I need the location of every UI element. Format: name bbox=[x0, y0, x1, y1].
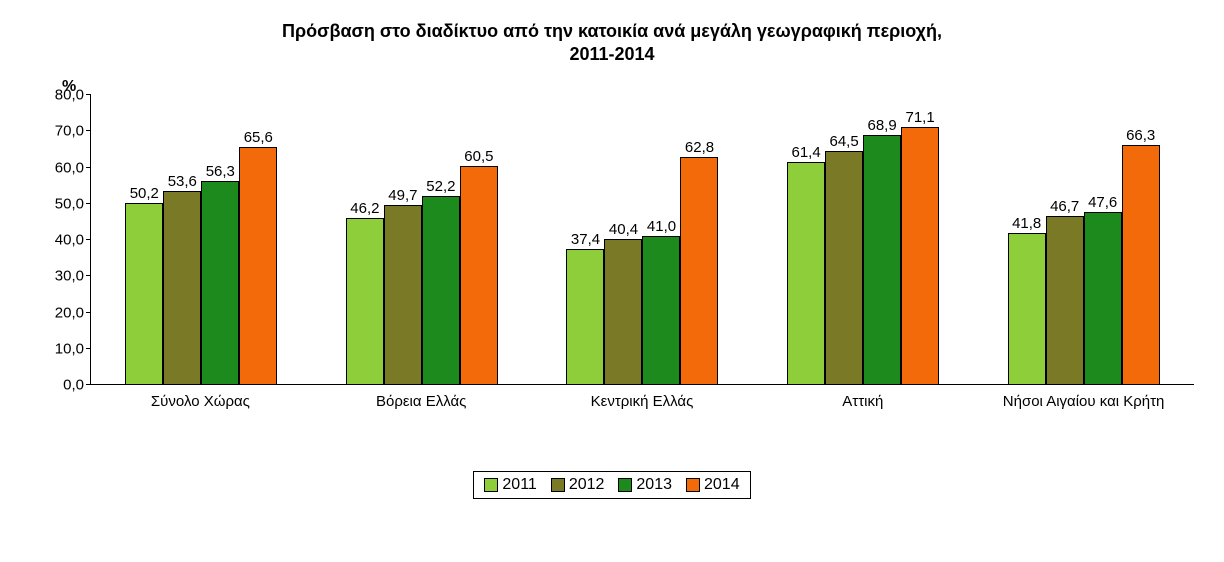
bar: 52,2 bbox=[422, 196, 460, 385]
bar: 46,2 bbox=[346, 218, 384, 385]
bar: 41,8 bbox=[1008, 233, 1046, 385]
bar-value-label: 53,6 bbox=[168, 173, 197, 192]
bar: 60,5 bbox=[460, 166, 498, 385]
bar: 40,4 bbox=[604, 239, 642, 385]
legend-label: 2011 bbox=[502, 476, 536, 494]
y-axis: 0,010,020,030,040,050,060,070,080,0 bbox=[30, 95, 90, 385]
y-tick-label: 0,0 bbox=[34, 377, 84, 394]
y-tick-mark bbox=[86, 130, 91, 131]
y-tick-label: 70,0 bbox=[34, 123, 84, 140]
y-tick-mark bbox=[86, 167, 91, 168]
x-axis-label: Σύνολο Χώρας bbox=[90, 393, 311, 411]
y-tick-label: 10,0 bbox=[34, 340, 84, 357]
bar: 65,6 bbox=[239, 147, 277, 385]
chart-title: Πρόσβαση στο διαδίκτυο από την κατοικία … bbox=[70, 20, 1154, 65]
bar: 46,7 bbox=[1046, 216, 1084, 385]
bar: 53,6 bbox=[163, 191, 201, 385]
bar: 71,1 bbox=[901, 127, 939, 385]
y-tick-label: 20,0 bbox=[34, 304, 84, 321]
bar-value-label: 61,4 bbox=[791, 144, 820, 163]
legend-label: 2014 bbox=[704, 476, 740, 494]
y-tick-label: 30,0 bbox=[34, 268, 84, 285]
bar: 47,6 bbox=[1084, 212, 1122, 385]
x-axis-label: Νήσοι Αιγαίου και Κρήτη bbox=[973, 393, 1194, 411]
bar-group: 46,249,752,260,5 bbox=[312, 166, 533, 385]
chart-title-line1: Πρόσβαση στο διαδίκτυο από την κατοικία … bbox=[282, 21, 942, 41]
bar-value-label: 49,7 bbox=[388, 187, 417, 206]
legend-label: 2012 bbox=[569, 476, 605, 494]
plot-area: 50,253,656,365,646,249,752,260,537,440,4… bbox=[90, 95, 1194, 385]
x-axis-label: Βόρεια Ελλάς bbox=[311, 393, 532, 411]
bar-value-label: 64,5 bbox=[829, 133, 858, 152]
bar: 41,0 bbox=[642, 236, 680, 385]
x-axis-label: Αττική bbox=[752, 393, 973, 411]
y-tick-mark bbox=[86, 312, 91, 313]
x-axis-label: Κεντρική Ελλάς bbox=[532, 393, 753, 411]
y-tick-label: 40,0 bbox=[34, 232, 84, 249]
bar-value-label: 62,8 bbox=[685, 139, 714, 158]
bar: 37,4 bbox=[566, 249, 604, 385]
y-tick-mark bbox=[86, 275, 91, 276]
bar-group: 61,464,568,971,1 bbox=[753, 127, 974, 385]
legend-item: 2012 bbox=[551, 476, 605, 494]
legend-label: 2013 bbox=[636, 476, 672, 494]
x-axis-labels: Σύνολο ΧώραςΒόρεια ΕλλάςΚεντρική ΕλλάςΑτ… bbox=[90, 393, 1194, 411]
bar-value-label: 68,9 bbox=[867, 117, 896, 136]
bar-value-label: 41,8 bbox=[1012, 215, 1041, 234]
y-tick-mark bbox=[86, 203, 91, 204]
bar-value-label: 65,6 bbox=[244, 129, 273, 148]
bar-group: 41,846,747,666,3 bbox=[973, 145, 1194, 385]
legend-swatch bbox=[618, 478, 632, 492]
plot-row: 0,010,020,030,040,050,060,070,080,0 50,2… bbox=[30, 95, 1194, 385]
y-tick-label: 60,0 bbox=[34, 159, 84, 176]
bar: 68,9 bbox=[863, 135, 901, 385]
bar: 66,3 bbox=[1122, 145, 1160, 385]
legend: 2011 2012 2013 2014 bbox=[473, 471, 750, 499]
bar-value-label: 50,2 bbox=[130, 185, 159, 204]
legend-item: 2014 bbox=[686, 476, 740, 494]
chart-title-line2: 2011-2014 bbox=[569, 44, 654, 64]
bar-value-label: 60,5 bbox=[464, 148, 493, 167]
y-tick-label: 50,0 bbox=[34, 195, 84, 212]
bar-group: 50,253,656,365,6 bbox=[91, 147, 312, 385]
bar: 61,4 bbox=[787, 162, 825, 385]
y-tick-mark bbox=[86, 239, 91, 240]
legend-swatch bbox=[551, 478, 565, 492]
bar-value-label: 71,1 bbox=[905, 109, 934, 128]
bar-value-label: 56,3 bbox=[206, 163, 235, 182]
bar: 49,7 bbox=[384, 205, 422, 385]
bar-value-label: 46,2 bbox=[350, 200, 379, 219]
y-tick-label: 80,0 bbox=[34, 87, 84, 104]
bar-group: 37,440,441,062,8 bbox=[532, 157, 753, 385]
bar-value-label: 37,4 bbox=[571, 231, 600, 250]
legend-item: 2013 bbox=[618, 476, 672, 494]
bar-value-label: 66,3 bbox=[1126, 127, 1155, 146]
bar-value-label: 47,6 bbox=[1088, 194, 1117, 213]
bar: 64,5 bbox=[825, 151, 863, 385]
y-tick-mark bbox=[86, 348, 91, 349]
bar-groups: 50,253,656,365,646,249,752,260,537,440,4… bbox=[91, 95, 1194, 385]
bar: 56,3 bbox=[201, 181, 239, 385]
legend-item: 2011 bbox=[484, 476, 536, 494]
chart-container: Πρόσβαση στο διαδίκτυο από την κατοικία … bbox=[0, 0, 1224, 562]
y-tick-mark bbox=[86, 94, 91, 95]
bar-value-label: 46,7 bbox=[1050, 198, 1079, 217]
bar: 50,2 bbox=[125, 203, 163, 385]
bar-value-label: 40,4 bbox=[609, 221, 638, 240]
bar: 62,8 bbox=[680, 157, 718, 385]
bar-value-label: 41,0 bbox=[647, 218, 676, 237]
legend-swatch bbox=[484, 478, 498, 492]
legend-swatch bbox=[686, 478, 700, 492]
bar-value-label: 52,2 bbox=[426, 178, 455, 197]
y-tick-mark bbox=[86, 384, 91, 385]
